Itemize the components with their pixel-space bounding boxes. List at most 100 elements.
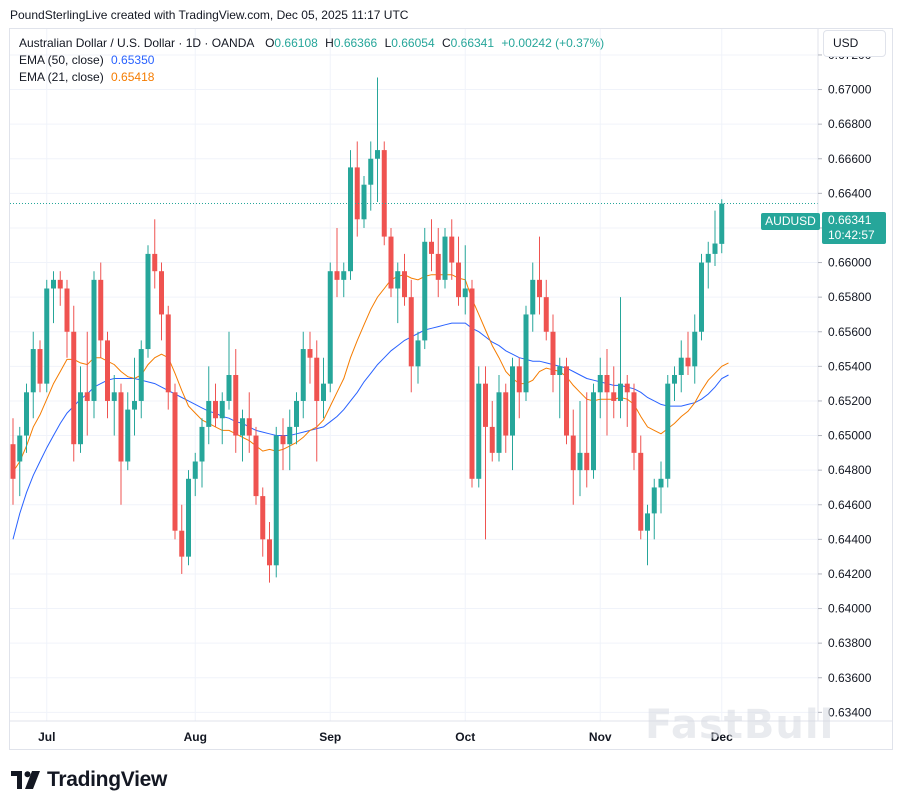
candle-up — [618, 297, 623, 419]
candle-body — [294, 400, 299, 427]
candle-up — [341, 262, 347, 298]
candle-body — [98, 279, 104, 341]
candle-up — [530, 262, 536, 332]
candle-body — [388, 236, 394, 289]
candle-down — [429, 219, 434, 272]
candle-down — [267, 522, 272, 583]
candle-up — [665, 375, 671, 488]
candle-up — [462, 245, 468, 315]
tradingview-logo[interactable]: TradingView — [11, 766, 167, 794]
candle-body — [712, 243, 718, 254]
candle-body — [105, 340, 110, 401]
candle-up — [523, 305, 529, 401]
close-label: C — [441, 36, 451, 50]
ema21-label: EMA (21, close) — [19, 70, 104, 84]
candle-body — [510, 366, 515, 436]
candle-up — [321, 357, 326, 419]
candle-body — [213, 400, 218, 419]
candle-body — [71, 331, 77, 445]
candle-body — [462, 288, 468, 298]
candle-body — [584, 452, 590, 471]
candle-body — [624, 383, 630, 393]
candle-down — [408, 279, 414, 393]
candle-body — [152, 253, 158, 272]
candle-up — [591, 383, 596, 479]
candle-down — [570, 409, 576, 505]
candle-body — [408, 297, 414, 367]
candle-up — [597, 357, 603, 419]
candle-body — [381, 150, 387, 237]
legend-ema50-row[interactable]: EMA (50, close) 0.65350 — [19, 52, 604, 69]
price-tick-label: 0.66800 — [828, 117, 872, 131]
candle-up — [348, 150, 353, 280]
candle-up — [24, 383, 29, 453]
ema50-label: EMA (50, close) — [19, 53, 104, 67]
candle-down — [307, 331, 313, 384]
candle-up — [442, 227, 448, 289]
candle-up — [132, 357, 137, 436]
candle-down — [260, 487, 266, 557]
candle-up — [368, 141, 374, 211]
time-tick-label: Oct — [455, 730, 475, 744]
candle-body — [44, 288, 50, 384]
open-value: 0.66108 — [274, 36, 318, 50]
time-tick-label: Dec — [711, 730, 733, 744]
candle-body — [273, 435, 279, 566]
candle-down — [537, 236, 542, 315]
price-tick-label: 0.66600 — [828, 152, 872, 166]
legend-ema21-row[interactable]: EMA (21, close) 0.65418 — [19, 69, 604, 86]
candle-down — [469, 279, 475, 488]
candle-body — [672, 375, 677, 384]
candle-up — [199, 418, 205, 488]
price-tick-label: 0.63400 — [828, 705, 872, 719]
candle-up — [125, 392, 131, 471]
close-value: 0.66341 — [450, 36, 495, 50]
price-tick-label: 0.65200 — [828, 394, 872, 408]
candle-body — [368, 158, 374, 185]
change-value: +0.00242 (+0.37%) — [501, 36, 605, 50]
candle-body — [449, 236, 455, 263]
candle-up — [145, 245, 151, 358]
candle-down — [118, 383, 124, 505]
candle-down — [37, 340, 43, 393]
candle-up — [219, 392, 225, 445]
candle-up — [692, 314, 698, 384]
candle-body — [476, 383, 482, 479]
currency-button[interactable]: USD — [823, 30, 886, 57]
candle-body — [226, 375, 232, 401]
candle-up — [17, 426, 23, 497]
price-tick-label: 0.64600 — [828, 498, 872, 512]
candle-down — [71, 305, 77, 462]
candle-body — [172, 392, 178, 531]
candle-up — [44, 279, 50, 393]
candle-body — [64, 288, 70, 332]
candle-down — [489, 400, 495, 462]
candle-body — [91, 279, 97, 401]
candle-down — [159, 262, 164, 341]
candle-up — [651, 478, 657, 540]
price-tick-label: 0.64200 — [828, 567, 872, 581]
low-value: 0.66054 — [391, 36, 435, 50]
candle-up — [719, 199, 725, 254]
candle-body — [665, 383, 671, 479]
candle-body — [658, 478, 664, 488]
candle-body — [543, 297, 549, 332]
candle-body — [435, 253, 441, 280]
candle-body — [604, 375, 610, 393]
legend: Australian Dollar / U.S. Dollar · 1D · O… — [19, 35, 604, 86]
time-tick-label: Nov — [589, 730, 612, 744]
candle-up — [577, 400, 583, 497]
candle-up — [415, 331, 421, 384]
candle-body — [186, 478, 191, 557]
candle-body — [159, 271, 164, 315]
candle-down — [564, 357, 569, 445]
candle-down — [388, 227, 394, 298]
candle-body — [550, 331, 556, 375]
candle-body — [699, 262, 704, 332]
candle-body — [138, 349, 144, 401]
candle-body — [206, 400, 212, 427]
candle-up — [705, 241, 711, 289]
candle-down — [516, 357, 522, 419]
candle-body — [253, 435, 259, 497]
